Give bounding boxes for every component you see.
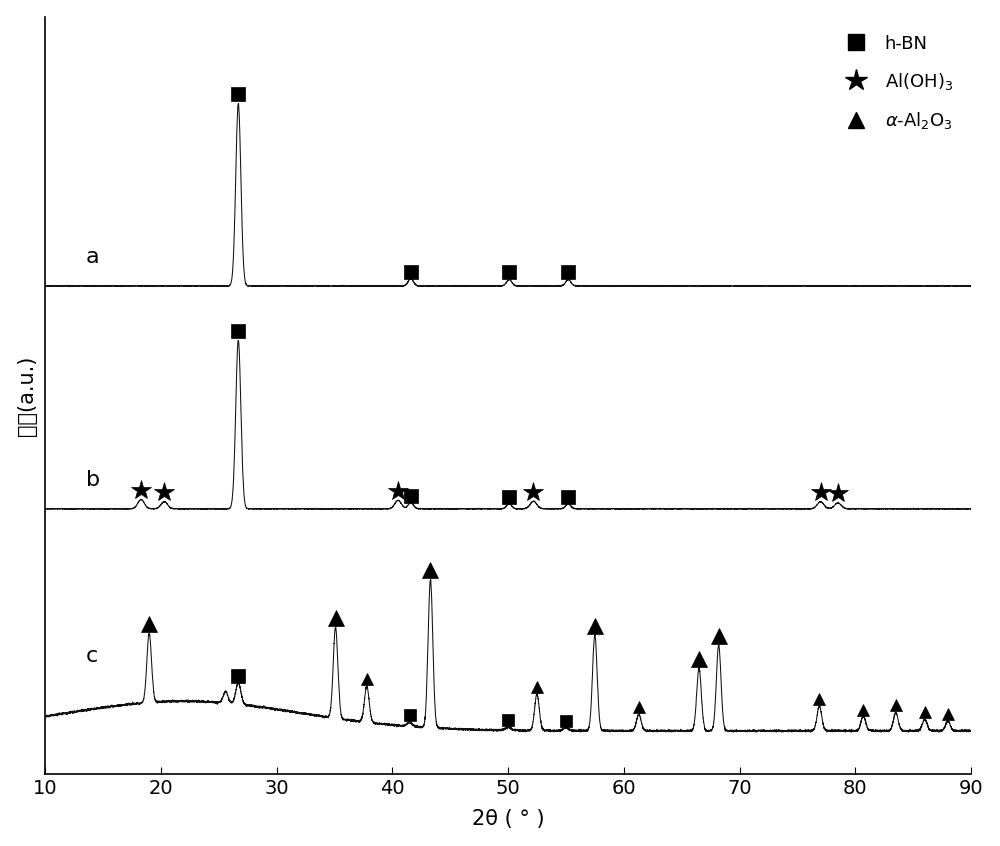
X-axis label: 2θ ( ° ): 2θ ( ° ) bbox=[472, 810, 544, 829]
Text: a: a bbox=[86, 247, 99, 267]
Text: b: b bbox=[86, 470, 100, 490]
Y-axis label: 强度(a.u.): 强度(a.u.) bbox=[17, 355, 37, 436]
Legend: h-BN, Al(OH)$_3$, $\alpha$-Al$_2$O$_3$: h-BN, Al(OH)$_3$, $\alpha$-Al$_2$O$_3$ bbox=[829, 25, 962, 140]
Text: c: c bbox=[86, 645, 98, 666]
